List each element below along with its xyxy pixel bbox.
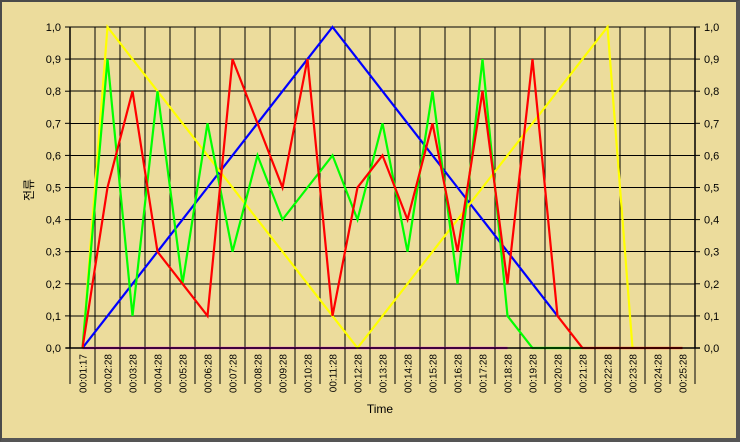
x-tick-label: 00:23:28 [629, 354, 640, 393]
series-line-green [81, 58, 583, 350]
x-tick-label: 00:15:28 [429, 354, 440, 393]
left-y-tick-label: 0,1 [46, 311, 61, 323]
x-tick-label: 00:11:28 [329, 354, 340, 393]
x-tick-label: 00:14:28 [404, 354, 415, 393]
left-y-axis-ticks: 0,0 0,1 0,2 0,3 0,4 0,5 0,6 0,7 0,8 0,9 1,0 [46, 22, 70, 355]
x-tick-label: 00:07:28 [229, 354, 240, 393]
x-tick-label: 00:01:17 [79, 354, 90, 393]
left-y-tick-label: 0,2 [46, 279, 61, 291]
x-tick-label: 00:16:28 [454, 354, 465, 393]
right-y-tick-label: 1,0 [704, 22, 719, 34]
x-tick-label: 00:19:28 [529, 354, 540, 393]
right-y-axis-ticks: 0,0 0,1 0,2 0,3 0,4 0,5 0,6 0,7 0,8 0,9 1,0 [695, 22, 719, 355]
grid-lines [69, 26, 696, 349]
right-y-tick-label: 0,2 [704, 279, 719, 291]
left-y-tick-label: 1,0 [46, 22, 61, 34]
right-y-tick-label: 0,3 [704, 247, 719, 259]
left-y-tick-label: 0,0 [46, 343, 61, 355]
right-y-tick-label: 0,4 [704, 215, 719, 227]
left-y-tick-label: 0,9 [46, 54, 61, 66]
x-axis-title: Time [367, 402, 394, 416]
x-tick-label: 00:22:28 [604, 354, 615, 393]
x-tick-label: 00:21:28 [579, 354, 590, 393]
x-tick-label: 00:06:28 [204, 354, 215, 393]
left-y-tick-label: 0,4 [46, 215, 61, 227]
right-y-tick-label: 0,8 [704, 86, 719, 98]
left-y-tick-label: 0,7 [46, 118, 61, 130]
x-tick-label: 00:04:28 [154, 354, 165, 393]
left-y-tick-label: 0,8 [46, 86, 61, 98]
left-y-tick-label: 0,5 [46, 183, 61, 195]
x-tick-label: 00:24:28 [654, 354, 665, 393]
left-y-tick-label: 0,6 [46, 150, 61, 162]
x-tick-label: 00:13:28 [379, 354, 390, 393]
x-tick-label: 00:05:28 [179, 354, 190, 393]
left-y-tick-label: 0,3 [46, 247, 61, 259]
x-tick-label: 00:25:28 [679, 354, 690, 393]
right-y-tick-label: 0,6 [704, 150, 719, 162]
x-tick-label: 00:02:28 [104, 354, 115, 393]
right-y-tick-label: 0,5 [704, 183, 719, 195]
right-y-tick-label: 0,7 [704, 118, 719, 130]
x-tick-label: 00:18:28 [504, 354, 515, 393]
right-y-tick-label: 0,9 [704, 54, 719, 66]
right-y-tick-label: 0,0 [704, 343, 719, 355]
series-line-blue [81, 25, 559, 349]
x-tick-label: 00:10:28 [304, 354, 315, 393]
x-tick-label: 00:17:28 [479, 354, 490, 393]
right-y-tick-label: 0,1 [704, 311, 719, 323]
x-axis-ticks: 00:01:17 00:02:28 00:03:28 00:04:28 00:05:28… [69, 348, 696, 393]
x-tick-label: 00:08:28 [254, 354, 265, 393]
x-tick-label: 00:03:28 [129, 354, 140, 393]
y-axis-title: 전류 [22, 179, 36, 201]
x-tick-label: 00:12:28 [354, 354, 365, 393]
x-tick-label: 00:09:28 [279, 354, 290, 393]
x-tick-label: 00:20:28 [554, 354, 565, 393]
